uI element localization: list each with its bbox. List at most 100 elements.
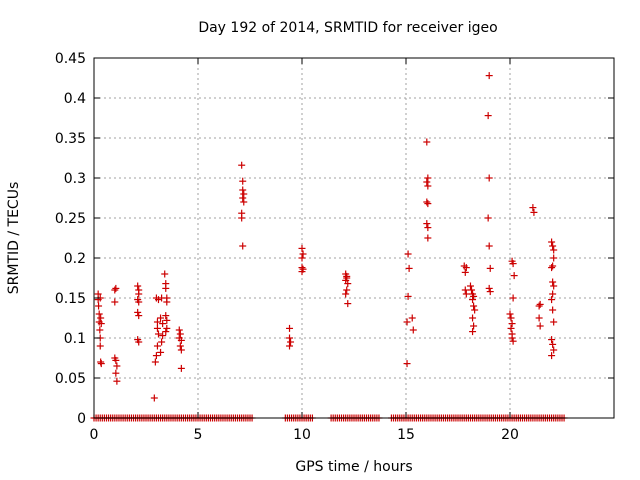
data-point — [405, 264, 413, 272]
data-point — [535, 302, 543, 310]
y-tick-label: 0.05 — [55, 371, 86, 387]
data-point — [548, 296, 556, 304]
data-point — [404, 250, 412, 258]
data-point — [550, 346, 558, 354]
x-tick-label: 15 — [397, 427, 415, 443]
data-point — [550, 318, 558, 326]
data-point — [238, 214, 246, 222]
y-tick-label: 0.25 — [55, 211, 86, 227]
data-point — [469, 296, 477, 304]
data-point — [409, 326, 417, 334]
data-point — [153, 324, 161, 332]
data-point — [238, 161, 246, 169]
x-tick-label: 0 — [90, 427, 99, 443]
data-point — [177, 346, 185, 354]
data-point — [403, 360, 411, 368]
data-point — [97, 360, 105, 368]
data-point — [485, 242, 493, 250]
data-point — [97, 314, 105, 322]
chart-title: Day 192 of 2014, SRMTID for receiver ige… — [198, 20, 497, 36]
data-point — [549, 340, 557, 348]
data-point — [535, 314, 543, 322]
data-point — [507, 314, 515, 322]
data-point — [113, 377, 121, 385]
data-point — [536, 300, 544, 308]
data-point — [404, 292, 412, 300]
data-point — [423, 138, 431, 146]
data-point — [530, 208, 538, 216]
data-point — [506, 310, 514, 318]
x-axis-label: GPS time / hours — [295, 459, 412, 475]
data-point — [96, 326, 104, 334]
data-point — [157, 314, 165, 322]
data-points — [90, 72, 568, 422]
y-tick-label: 0.3 — [64, 171, 86, 187]
data-point — [96, 342, 104, 350]
x-tick-label: 20 — [501, 427, 519, 443]
data-point — [424, 200, 432, 208]
data-point — [162, 312, 170, 320]
data-point — [423, 178, 431, 186]
data-point — [507, 324, 515, 332]
data-point — [550, 282, 558, 290]
y-tick-label: 0.2 — [64, 251, 86, 267]
data-point — [342, 290, 350, 298]
data-point — [423, 198, 431, 206]
data-point — [549, 242, 557, 250]
data-point — [134, 282, 142, 290]
data-point — [177, 364, 185, 372]
data-point — [484, 112, 492, 120]
data-point — [163, 316, 171, 324]
grid — [94, 58, 614, 418]
data-point — [344, 300, 352, 308]
data-point — [549, 290, 557, 298]
data-point — [509, 294, 517, 302]
data-point — [510, 272, 518, 280]
data-point — [239, 242, 247, 250]
data-point — [536, 322, 544, 330]
y-axis-label: SRMTID / TECUs — [6, 182, 22, 295]
data-point — [343, 286, 351, 294]
data-point — [461, 268, 469, 276]
data-point — [485, 174, 493, 182]
data-point — [240, 198, 248, 206]
y-tick-label: 0.4 — [64, 91, 86, 107]
data-point — [135, 338, 143, 346]
data-point — [239, 186, 247, 194]
data-point — [548, 336, 556, 344]
data-point — [162, 284, 170, 292]
x-tick-label: 10 — [293, 427, 311, 443]
data-point — [486, 264, 494, 272]
data-point — [550, 246, 558, 254]
data-point — [286, 334, 294, 342]
data-point — [162, 328, 170, 336]
data-point — [549, 278, 557, 286]
data-point — [550, 254, 558, 262]
data-point — [152, 352, 160, 360]
data-point — [548, 264, 556, 272]
data-point — [485, 72, 493, 80]
data-point — [151, 358, 159, 366]
data-point — [95, 302, 103, 310]
data-point — [486, 288, 494, 296]
data-point — [485, 284, 493, 292]
data-point — [153, 342, 161, 350]
data-point — [154, 330, 162, 338]
data-point — [299, 250, 307, 258]
axis-ticks: 0 0.05 0.1 0.15 0.2 0.25 0.3 0.35 0.4 0.45 0 5 10 15 2… — [55, 51, 614, 443]
data-point — [424, 224, 432, 232]
data-point — [466, 282, 474, 290]
data-point — [470, 322, 478, 330]
data-point — [468, 286, 476, 294]
data-point — [135, 312, 143, 320]
data-point — [549, 306, 557, 314]
data-point — [95, 310, 103, 318]
data-point — [462, 264, 470, 272]
data-point — [424, 234, 432, 242]
data-point — [177, 336, 185, 344]
data-point — [163, 324, 171, 332]
data-point — [469, 314, 477, 322]
data-point — [469, 328, 477, 336]
